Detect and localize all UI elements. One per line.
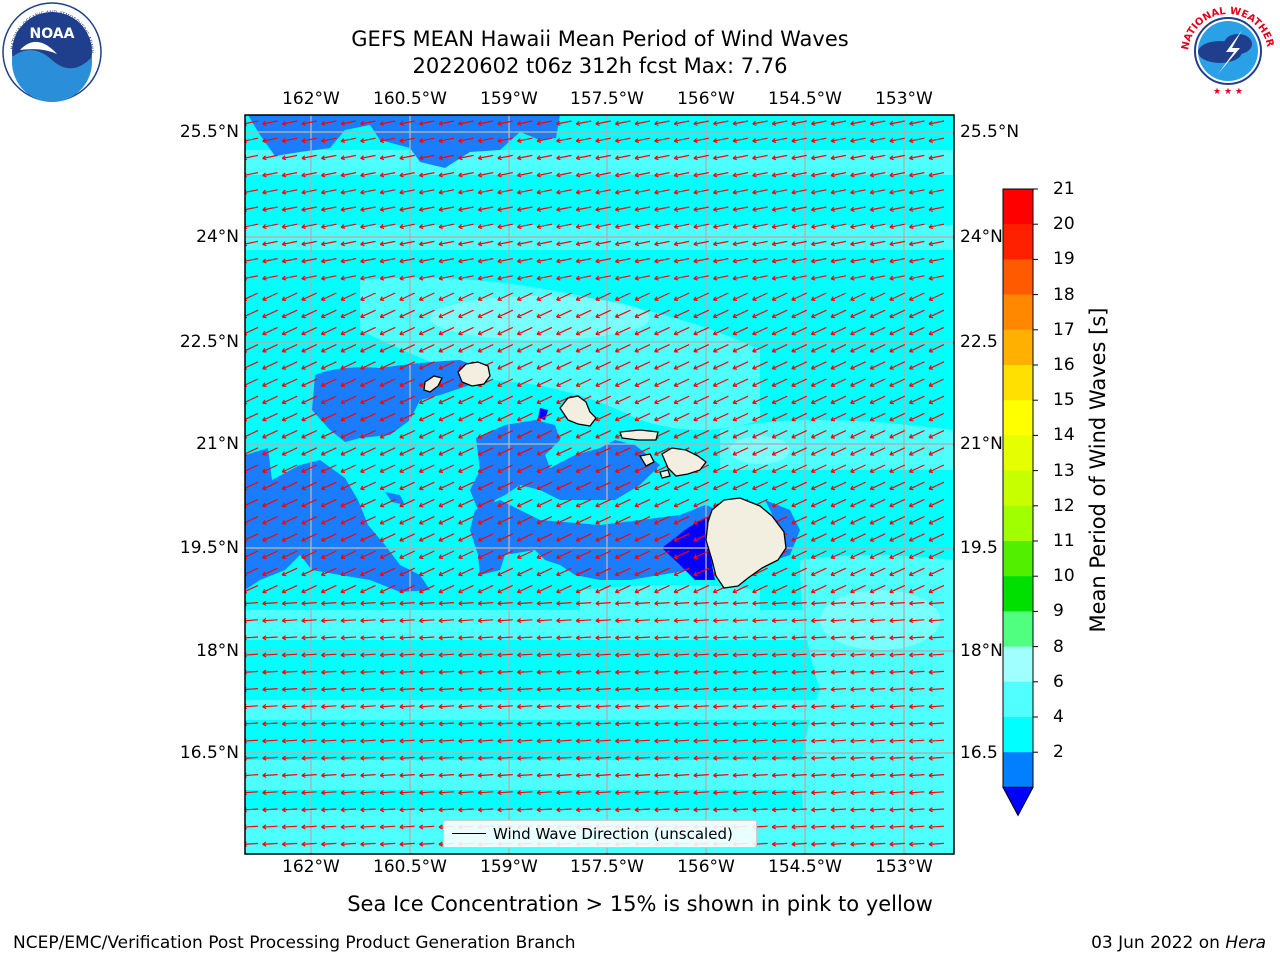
longitude-label: 160.5°W xyxy=(373,89,447,109)
longitude-label: 157.5°W xyxy=(570,857,644,877)
footer-date: 03 Jun 2022 on Hera xyxy=(1091,933,1266,953)
latitude-label: 18°N xyxy=(196,641,239,661)
colorbar-tick-label: 18 xyxy=(1053,284,1075,305)
colorbar-title: Mean Period of Wind Waves [s] xyxy=(1086,307,1110,633)
map-legend: Wind Wave Direction (unscaled) xyxy=(443,820,757,848)
colorbar-segment xyxy=(1003,681,1033,718)
colorbar-segment xyxy=(1003,646,1033,683)
legend-label: Wind Wave Direction (unscaled) xyxy=(493,825,733,843)
colorbar-segment xyxy=(1003,400,1033,436)
longitude-label: 156°W xyxy=(677,857,735,877)
latitude-label: 25.5°N xyxy=(960,122,1020,142)
colorbar-tick-label: 20 xyxy=(1053,214,1075,235)
colorbar-tick-label: 16 xyxy=(1053,355,1075,375)
colorbar-under-extend xyxy=(1002,786,1034,817)
colorbar-tick-label: 19 xyxy=(1053,249,1075,270)
colorbar-segment xyxy=(1003,611,1033,648)
hawaiian-islands xyxy=(423,361,787,589)
colorbar-segment xyxy=(1003,435,1033,472)
latitude-label: 18°N xyxy=(960,641,1003,661)
chart-subtitle: 20220602 t06z 312h fcst Max: 7.76 xyxy=(412,54,788,78)
colorbar xyxy=(1002,188,1038,817)
colorbar-tick-label: 11 xyxy=(1053,531,1075,551)
island-maui xyxy=(661,447,707,477)
colorbar-tick-label: 6 xyxy=(1053,671,1064,692)
colorbar-segment xyxy=(1003,576,1033,612)
noaa-logo-text: NOAA xyxy=(30,26,75,42)
colorbar-tick-label: 8 xyxy=(1053,636,1064,657)
map-frame xyxy=(244,114,955,855)
colorbar-segment xyxy=(1003,329,1033,366)
latitude-label: 24°N xyxy=(960,227,1003,247)
footer-credit: NCEP/EMC/Verification Post Processing Pr… xyxy=(13,933,576,953)
island-kauai xyxy=(457,361,491,387)
island-niihau xyxy=(423,375,443,393)
colorbar-tick-label: 9 xyxy=(1053,601,1064,622)
national-weather-service-logo: NATIONAL WEATHER SERVICE ★ ★ ★ xyxy=(1178,2,1276,98)
colorbar-segment xyxy=(1003,189,1033,225)
latitude-label: 22.5°N xyxy=(179,332,239,352)
longitude-label: 156°W xyxy=(677,89,735,109)
colorbar-segment xyxy=(1003,717,1033,753)
map-area xyxy=(245,115,954,854)
longitude-label: 154.5°W xyxy=(768,89,842,109)
colorbar-tick-label: 14 xyxy=(1053,425,1075,446)
colorbar-segment xyxy=(1003,505,1033,542)
colorbar-tick-label: 21 xyxy=(1053,179,1075,199)
colorbar-segment xyxy=(1003,259,1033,296)
island-lanai xyxy=(638,453,655,467)
island-oahu xyxy=(559,395,597,427)
longitude-label: 153°W xyxy=(875,89,933,109)
colorbar-tick-label: 10 xyxy=(1053,566,1075,587)
colorbar-tick-label: 15 xyxy=(1053,390,1075,411)
colorbar-frame xyxy=(1002,188,1034,788)
longitude-label: 162°W xyxy=(282,89,340,109)
island-molokai xyxy=(619,429,659,441)
latitude-label: 21°N xyxy=(196,434,239,454)
colorbar-segment xyxy=(1003,294,1033,331)
colorbar-tick-label: 13 xyxy=(1053,460,1075,481)
latitude-label: 16.5 xyxy=(960,743,998,763)
longitude-label: 160.5°W xyxy=(373,857,447,877)
sea-ice-note: Sea Ice Concentration > 15% is shown in … xyxy=(347,892,933,916)
latitude-label: 19.5°N xyxy=(179,538,239,558)
longitude-label: 153°W xyxy=(875,857,933,877)
legend-line-sample xyxy=(452,833,486,834)
chart-title: GEFS MEAN Hawaii Mean Period of Wind Wav… xyxy=(351,27,849,51)
island-hawaii xyxy=(705,497,787,589)
island-kahoolawe xyxy=(659,469,671,479)
longitude-label: 159°W xyxy=(480,857,538,877)
colorbar-segment xyxy=(1003,470,1033,507)
latitude-label: 21°N xyxy=(960,434,1003,454)
longitude-label: 154.5°W xyxy=(768,857,842,877)
latitude-label: 16.5°N xyxy=(179,743,239,763)
latitude-label: 19.5 xyxy=(960,538,998,558)
longitude-label: 162°W xyxy=(282,857,340,877)
latitude-label: 22.5 xyxy=(960,332,998,352)
colorbar-segment xyxy=(1003,541,1033,577)
footer-machine: Hera xyxy=(1225,933,1266,953)
latitude-label: 25.5°N xyxy=(179,122,239,142)
colorbar-segment xyxy=(1003,365,1033,401)
svg-text:★ ★ ★: ★ ★ ★ xyxy=(1213,87,1243,97)
longitude-label: 159°W xyxy=(480,89,538,109)
colorbar-tick-label: 12 xyxy=(1053,495,1075,516)
colorbar-tick-label: 17 xyxy=(1053,319,1075,340)
colorbar-segment xyxy=(1003,224,1033,260)
noaa-logo: NOAA NATIONAL OCEANIC AND ATMOSPHERIC AD… xyxy=(2,2,102,102)
longitude-label: 157.5°W xyxy=(570,89,644,109)
footer-date-text: 03 Jun 2022 on xyxy=(1091,933,1226,953)
latitude-label: 24°N xyxy=(196,227,239,247)
colorbar-tick-label: 4 xyxy=(1053,707,1064,727)
colorbar-segment xyxy=(1003,752,1033,788)
colorbar-tick-label: 2 xyxy=(1053,742,1064,763)
